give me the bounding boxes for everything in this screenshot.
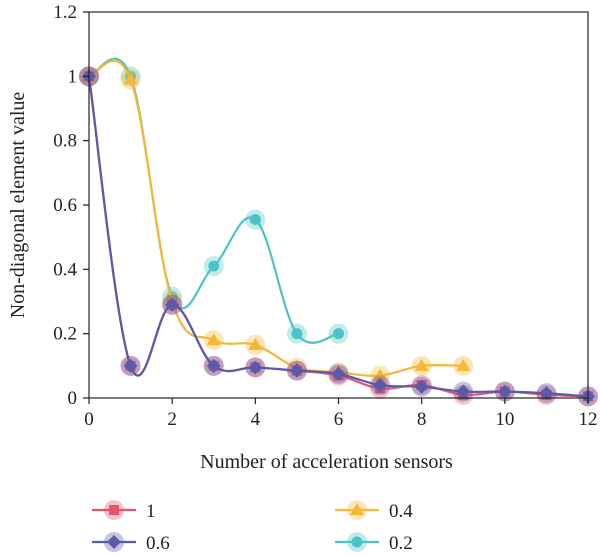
data-point-0-4-7: [373, 368, 388, 381]
data-point-0-6-4: [248, 360, 263, 375]
data-point-0-4-9: [456, 358, 471, 371]
data-point-0-2-3: [208, 260, 220, 272]
legend-marker-0-4: [350, 503, 364, 515]
x-tick-label: 12: [579, 409, 598, 430]
series-line-0-2: [88, 57, 339, 344]
data-point-0-6-11: [539, 386, 554, 401]
legend-item-0-2: 0.2: [335, 532, 413, 554]
series-line-0-4: [88, 59, 464, 377]
data-point-0-6-7: [373, 378, 388, 393]
legend-item-1: 1: [92, 500, 156, 522]
legend-label: 0.4: [389, 501, 413, 522]
legend-label: 0.6: [146, 533, 170, 554]
data-point-0-4-3: [206, 333, 221, 346]
series-1: [79, 66, 598, 407]
data-point-0-6-3: [206, 358, 221, 373]
axes: 0 2 4 6 8 10 12 0 0.2 0.4 0.6 0.8 1 1.2: [53, 2, 597, 430]
legend-label: 1: [146, 501, 156, 522]
data-point-0-2-6: [333, 328, 344, 340]
series-line-1: [87, 76, 589, 398]
x-tick-label: 4: [251, 409, 261, 430]
data-point-0-4-8: [414, 358, 429, 371]
legend-marker-1: [109, 505, 119, 515]
legend-marker-0-6: [107, 535, 121, 549]
y-tick-label: 0.6: [53, 195, 77, 216]
y-tick-label: 0.8: [53, 131, 77, 152]
series-0-2: [79, 57, 349, 344]
data-point-0-6-2: [165, 297, 180, 312]
y-tick-label: 0: [68, 388, 78, 409]
data-point-0-6-5: [289, 363, 304, 378]
y-tick-label: 0.2: [53, 324, 77, 345]
data-point-0-6-1: [123, 358, 138, 373]
data-point-0-4-4: [248, 337, 263, 350]
plot-area: [79, 57, 598, 407]
y-tick-label: 1.2: [53, 2, 77, 23]
series-0-4: [79, 59, 474, 386]
data-point-0-6-6: [331, 366, 346, 381]
data-point-0-6-8: [414, 379, 429, 394]
x-tick-label: 10: [495, 409, 514, 430]
legend-label: 0.2: [389, 533, 413, 554]
legend-marker-0-2: [351, 536, 363, 548]
data-point-0-2-5: [291, 328, 303, 340]
series-line-0-6: [87, 76, 589, 398]
x-axis-label: Number of acceleration sensors: [200, 451, 453, 473]
x-tick-label: 2: [167, 409, 177, 430]
y-tick-label: 1: [68, 66, 78, 87]
x-tick-label: 0: [84, 409, 94, 430]
y-axis-label: Non-diagonal element value: [7, 92, 29, 319]
x-tick-label: 8: [417, 409, 427, 430]
legend-item-0-6: 0.6: [92, 532, 170, 554]
data-point-0-4-1: [123, 72, 138, 85]
data-point-0-2-4: [249, 213, 261, 225]
legend: 1 0.6 0.4 0.2: [92, 500, 413, 554]
legend-item-0-4: 0.4: [335, 500, 413, 522]
x-tick-label: 6: [334, 409, 344, 430]
series-0-6: [79, 66, 598, 407]
data-point-0-6-10: [497, 384, 512, 399]
y-tick-label: 0.4: [53, 259, 77, 280]
data-point-0-6-9: [456, 384, 471, 399]
